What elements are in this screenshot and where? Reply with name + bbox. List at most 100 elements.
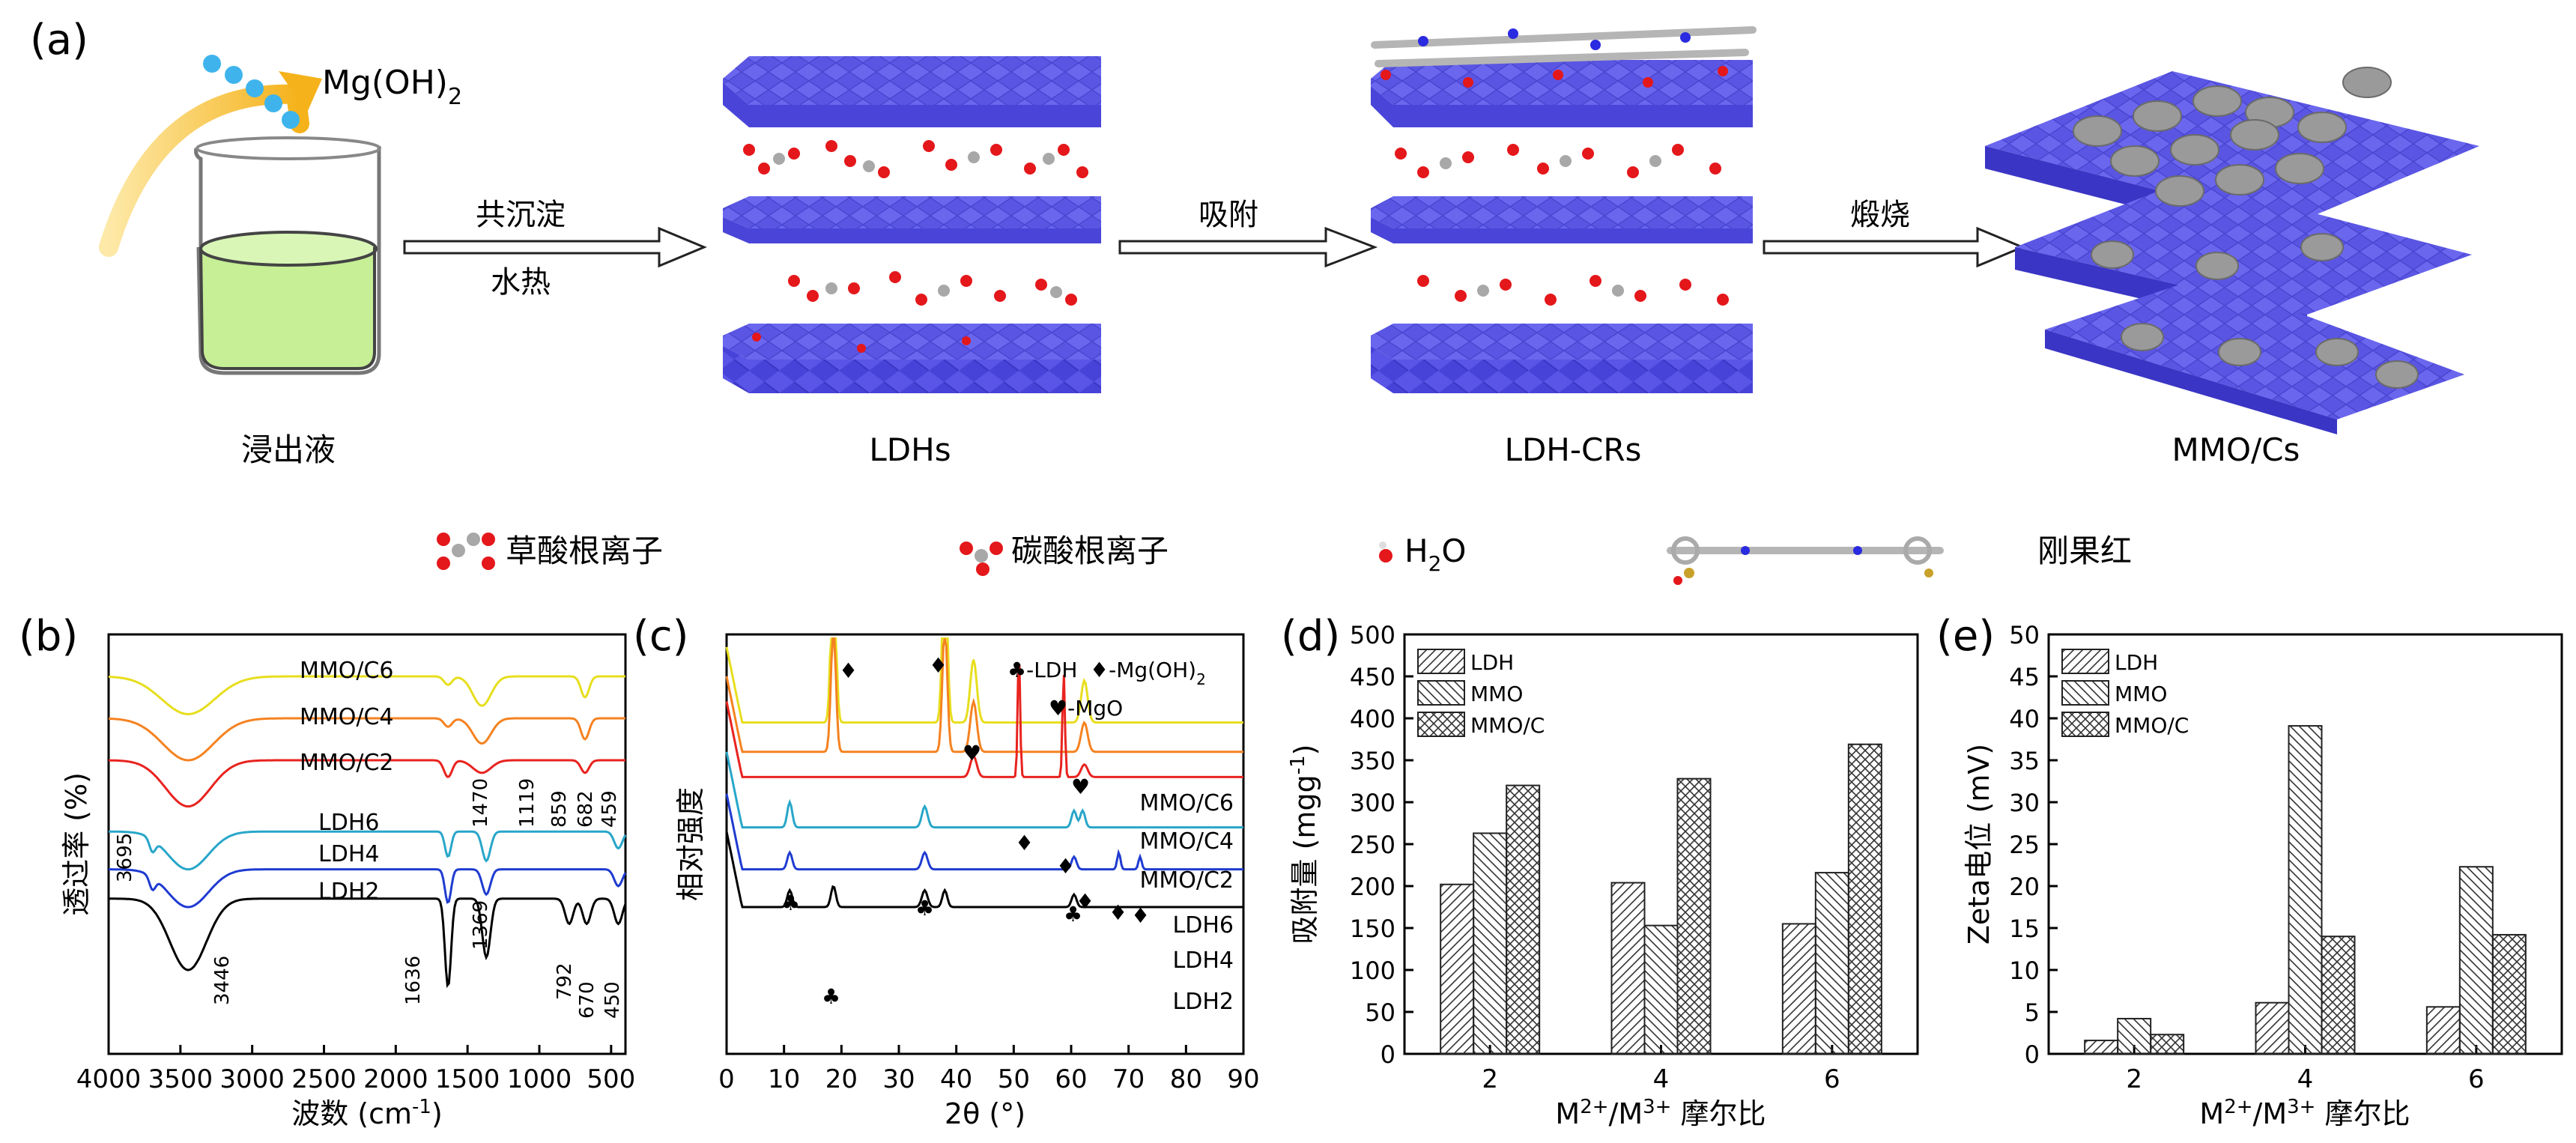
y-tick-label: 5 [2025,998,2040,1027]
x-tick-label: 4000 [76,1064,142,1094]
process-arrow-3 [1763,226,2025,268]
y-tick-label: 0 [2025,1040,2040,1069]
series-label: LDH2 [1173,989,1234,1015]
axis-group: 0 50 100 150 200 250 300 350 400 450 500 2 4 6 [1350,621,1840,1094]
chart-panel-b: (b) 4000 3500 3000 2500 2000 1500 1000 500 MMO/… [19,612,635,1130]
x-tick-label: 1500 [435,1064,500,1094]
legend-label: LDH [1470,650,1514,675]
series-label: MMO/C2 [300,750,394,776]
stage-label-mmo-cs: MMO/Cs [2172,431,2300,468]
peak-annotation: 3695 [114,833,136,882]
y-tick-label: 300 [1350,789,1395,817]
legend-congo-red-label: 刚果红 [2037,533,2132,569]
ldh-stack [723,56,1101,393]
x-tick-label: 6 [2468,1064,2485,1094]
peak-annotation: 792 [554,962,576,1000]
legend-swatch [1417,680,1465,706]
phase-legend: ♣-LDH ♦-Mg(OH)2 ♥-MgO [1007,658,1206,721]
series-label: MMO/C2 [1139,867,1234,894]
bar-mmo-c-4 [2321,936,2356,1055]
legend-mgo: ♥-MgO [1049,696,1123,721]
y-tick-label: 350 [1350,747,1395,775]
x-tick-label: 4 [2297,1064,2314,1094]
legend-swatch [2061,712,2109,737]
x-tick-label: 80 [1170,1064,1202,1094]
legend-label: MMO/C [2115,713,2189,738]
x-tick-group: 4000 3500 3000 2500 2000 1500 1000 500 [76,1045,635,1094]
x-axis-label: 2θ (°) [945,1097,1025,1130]
phase-marker: ♦ [1015,831,1034,855]
y-tick-label: 200 [1350,873,1395,901]
bar-ldh-4 [2255,1001,2290,1055]
chart-panel-c: (c) 0 10 20 30 40 50 60 70 80 90 MMO/C6MMO/C4MMO/… [633,612,1260,1130]
y-tick-label: 10 [2009,956,2040,985]
y-tick-label: 500 [1350,621,1395,649]
y-tick-label: 450 [1350,663,1395,691]
y-tick-label: 250 [1350,831,1395,859]
congo-red-icon [1667,536,1944,585]
peak-annotation: 1470 [470,778,492,828]
phase-marker: ♦ [1076,889,1094,914]
bar-group [1440,743,1882,1055]
x-tick-label: 500 [587,1064,635,1094]
x-tick-label: 2000 [363,1064,428,1094]
step-label-calcination: 煅烧 [1850,198,1910,232]
step-label-hydrothermal: 水热 [491,265,551,300]
peak-annotation: 450 [601,981,624,1019]
series-line-ldh2 [725,831,1243,909]
phase-marker: ♦ [1109,900,1127,925]
legend-label: MMO [1470,682,1523,706]
stage-label-ldh-crs: LDH-CRs [1505,431,1642,468]
legend-carbonate-label: 碳酸根离子 [1011,533,1169,569]
series-label: LDH4 [1173,948,1234,974]
phase-marker: ♣ [1064,902,1082,927]
x-tick-label: 2 [1482,1064,1498,1094]
legend-swatch [2061,680,2109,706]
phase-marker: ♦ [1131,903,1150,928]
bar-mmo-4 [2288,725,2323,1055]
series-line-ldh4 [109,868,627,909]
droplet [203,55,221,73]
y-tick-label: 30 [2009,789,2040,817]
peak-annotation: 1119 [516,778,539,828]
bar-ldh-4 [1610,882,1646,1055]
series-label: LDH2 [318,879,379,905]
x-tick-label: 40 [940,1064,972,1094]
legend-oxalate-label: 草酸根离子 [506,533,663,569]
schematic-panel: (a) Mg(OH)2 浸出液 共沉淀 水热 [30,16,2479,585]
series-line-ldh6 [109,830,627,871]
series-line-ldh6 [725,751,1243,829]
peak-annotation: 859 [548,790,571,828]
y-tick-label: 15 [2009,915,2040,943]
legend-swatch [1417,712,1465,737]
droplet [264,94,282,112]
x-tick-label: 3500 [148,1064,213,1094]
x-tick-label: 4 [1653,1064,1670,1094]
process-arrow-1 [403,226,707,268]
plot-frame [107,633,627,1055]
phase-marker: ♥ [963,741,981,765]
series-line-ldh4 [725,793,1243,871]
series-label: LDH6 [1173,912,1234,939]
phase-marker: ♦ [1056,854,1075,879]
series-line-mmo-c4 [108,717,625,762]
series-label: MMO/C4 [1139,828,1234,855]
series-label-group: MMO/C6 MMO/C4 MMO/C2 LDH6 LDH4 LDH2 [1139,790,1234,1015]
y-tick-label: 0 [1381,1040,1395,1069]
x-tick-label: 90 [1227,1064,1259,1094]
phase-marker: ♦ [929,653,948,678]
x-tick-label: 60 [1055,1064,1087,1094]
legend-label: MMO [2115,682,2167,706]
droplet [246,79,264,97]
bar-mmo-6 [1814,872,1849,1055]
series-label: MMO/C6 [300,658,394,684]
phase-marker: ♣ [781,891,800,915]
bar-mmo-2 [2117,1017,2152,1055]
series-label: MMO/C4 [300,704,394,730]
stage-label-leachate: 浸出液 [241,431,336,468]
molecule-legend: 草酸根离子 碳酸根离子 H2O 刚果红 [437,533,2132,585]
series-label-group: MMO/C6 MMO/C4 MMO/C2 LDH6 LDH4 LDH2 [300,658,394,905]
x-tick-label: 30 [882,1064,915,1094]
y-axis-label: Zeta电位 (mV) [1963,744,1995,945]
annotation-group: 3695 3446 1636 1470 1369 1119 859 792 68… [114,778,624,1019]
